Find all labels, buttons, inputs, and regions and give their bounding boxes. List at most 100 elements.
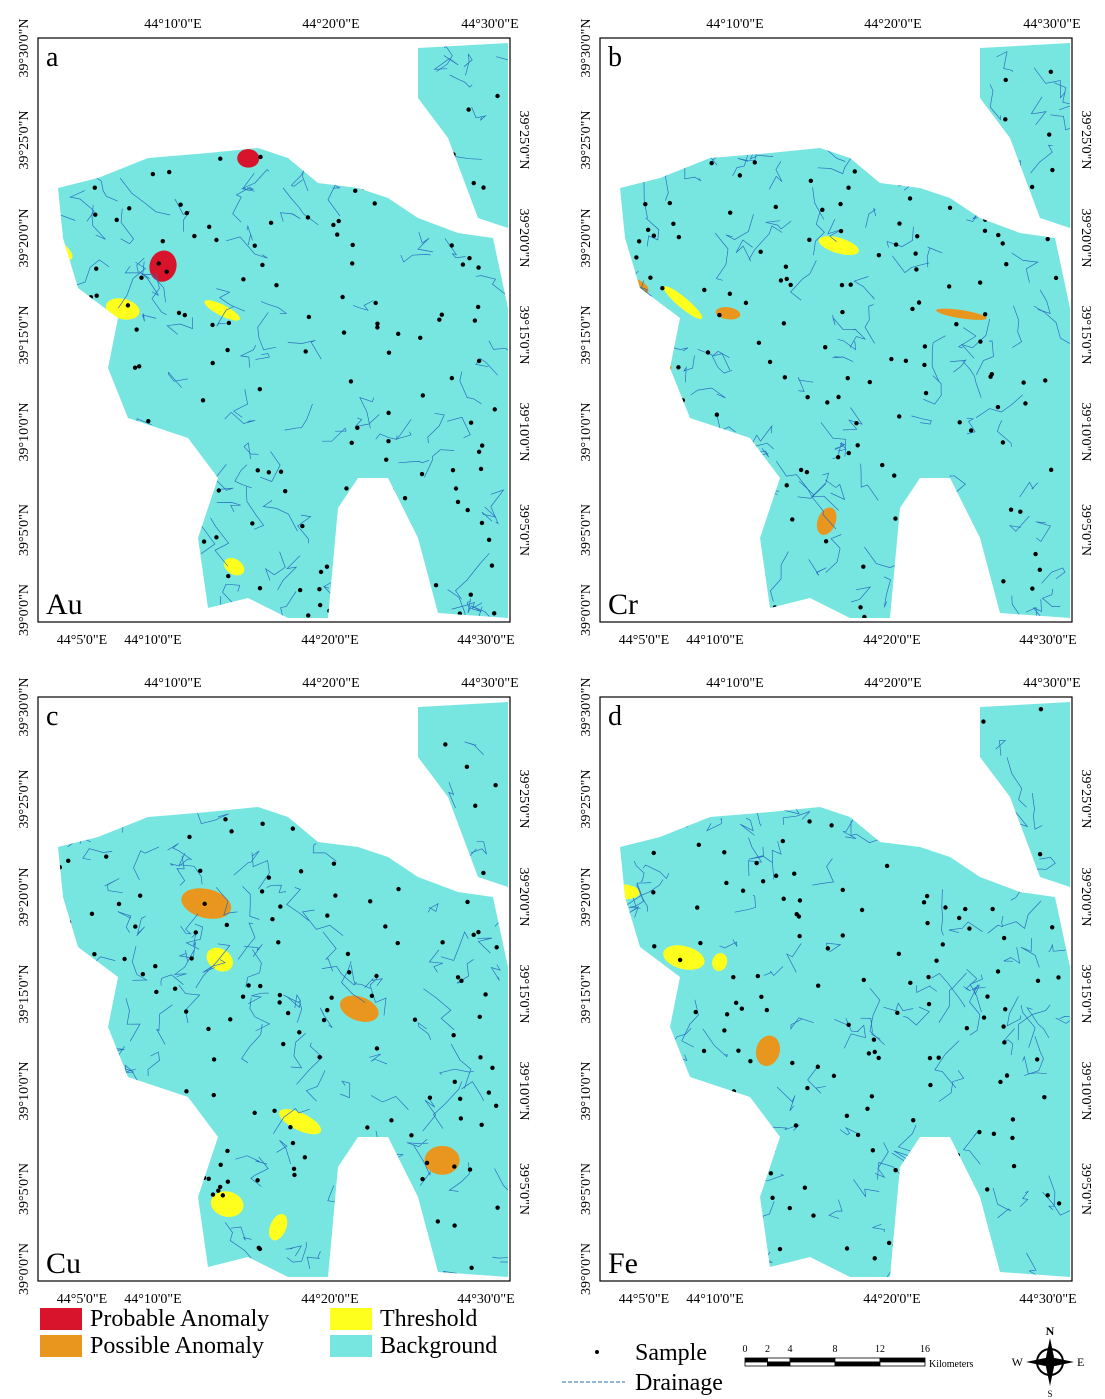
- top-axis-label: 44°20'0"E: [302, 17, 359, 32]
- anomaly-zone: [269, 1213, 288, 1241]
- sample-point: [216, 1188, 221, 1193]
- sample-point: [797, 898, 803, 903]
- sample-point: [967, 926, 972, 931]
- bottom-axis-label: 44°20'0"E: [301, 1292, 358, 1307]
- sample-point: [206, 1026, 211, 1032]
- sample-point: [355, 425, 360, 430]
- right-axis-label: 39°10'0"N: [1078, 1062, 1093, 1121]
- sample-point: [260, 262, 265, 268]
- sample-point: [303, 349, 308, 354]
- sample-point: [807, 237, 812, 243]
- drainage: [461, 1081, 485, 1101]
- sample-point: [978, 339, 983, 344]
- sample-point: [495, 93, 500, 99]
- drainage: [424, 449, 455, 478]
- drainage: [340, 1080, 351, 1099]
- sample-point: [643, 201, 648, 207]
- sample-point: [1001, 935, 1007, 941]
- sample-point: [93, 212, 98, 217]
- drainage: [237, 922, 256, 960]
- sample-point: [985, 1187, 990, 1192]
- sample-point: [467, 1167, 473, 1172]
- sample-point: [1023, 401, 1028, 406]
- drainage: [860, 1017, 881, 1040]
- sample-point: [317, 1054, 322, 1060]
- sample-point: [651, 850, 656, 856]
- sample-point: [815, 983, 821, 988]
- sample-point: [924, 893, 930, 899]
- sample-point: [1029, 184, 1035, 190]
- drainage: [834, 1018, 859, 1033]
- sample-point: [140, 971, 146, 977]
- drainage: [975, 394, 1023, 418]
- sample-point: [412, 1017, 418, 1022]
- drainage: [273, 591, 297, 618]
- sample-point: [636, 239, 642, 244]
- drainage: [1055, 1016, 1070, 1024]
- left-axis-label: 39°0'0"N: [579, 1243, 594, 1295]
- anomaly-zone: [936, 308, 987, 320]
- sample-point: [867, 379, 872, 385]
- drainage: [492, 1256, 508, 1263]
- sample-point: [224, 922, 230, 928]
- drainage: [1008, 515, 1030, 532]
- sample-point: [1048, 467, 1054, 473]
- sample-point: [439, 312, 445, 317]
- sample-point: [258, 154, 263, 160]
- sample-point: [187, 834, 192, 840]
- sample-point: [782, 375, 788, 380]
- sample-point: [153, 964, 158, 969]
- sample-point: [302, 1155, 308, 1160]
- sample-point: [297, 1030, 302, 1035]
- scale-segment: [767, 1361, 791, 1367]
- sample-point: [300, 523, 305, 529]
- drainage: [280, 212, 301, 222]
- sample-point: [892, 473, 897, 478]
- drainage: [205, 596, 233, 618]
- drainage: [400, 254, 431, 263]
- drainage: [989, 84, 1001, 121]
- drainage: [957, 327, 977, 349]
- drainage: [216, 306, 234, 327]
- sample-point: [820, 207, 825, 212]
- drainage: [768, 161, 783, 190]
- sample-point: [492, 407, 497, 412]
- drainage: [327, 184, 341, 217]
- compass-e: E: [1077, 1355, 1084, 1369]
- sample-point: [722, 850, 727, 855]
- bottom-axis-label: 44°20'0"E: [863, 633, 920, 648]
- legend-label: Drainage: [635, 1370, 723, 1396]
- sample-point: [702, 287, 707, 293]
- top-axis-label: 44°30'0"E: [461, 676, 518, 691]
- drainage: [245, 949, 262, 988]
- drainage: [765, 220, 792, 230]
- sample-point: [476, 265, 481, 270]
- sample-point: [346, 970, 352, 975]
- sample-point: [947, 205, 953, 210]
- drainage: [1006, 757, 1027, 808]
- drainage: [422, 1098, 437, 1132]
- sample-point: [452, 1079, 457, 1085]
- sample-point: [823, 539, 829, 544]
- sample-point: [783, 264, 789, 269]
- drainage: [433, 1081, 463, 1129]
- sample-point: [210, 322, 215, 328]
- sample-point: [418, 335, 423, 340]
- drainage: [160, 974, 184, 986]
- right-axis-label: 39°25'0"N: [1078, 111, 1093, 170]
- anomaly-zone: [237, 149, 260, 168]
- element-label: Fe: [608, 1247, 638, 1280]
- drainage: [987, 915, 1004, 934]
- drainage: [853, 276, 875, 300]
- drainage: [195, 943, 231, 989]
- sample-point: [1042, 1094, 1047, 1100]
- sample-point: [176, 310, 182, 316]
- sample-point: [373, 300, 378, 306]
- sample-point: [844, 1113, 850, 1119]
- drainage: [892, 255, 930, 274]
- sample-point: [925, 920, 930, 926]
- drainage: [690, 387, 726, 399]
- right-axis-label: 39°5'0"N: [516, 1163, 531, 1215]
- sample-point: [737, 173, 743, 178]
